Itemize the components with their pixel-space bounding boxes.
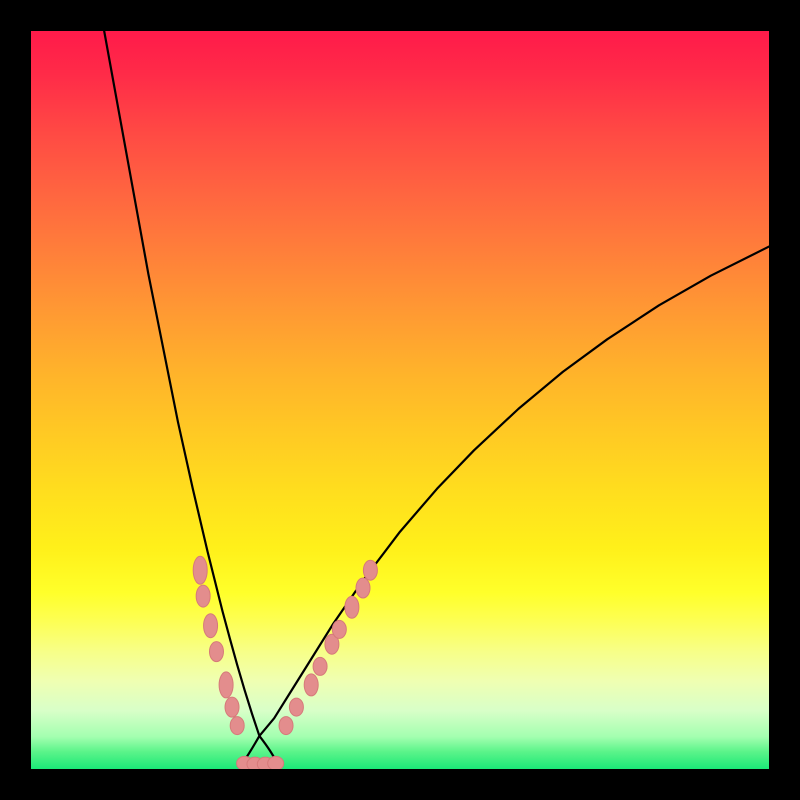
marker-right [279, 717, 293, 735]
marker-right [332, 620, 346, 638]
marker-right [304, 674, 318, 696]
marker-right [289, 698, 303, 716]
marker-left [209, 642, 223, 662]
marker-left [219, 672, 233, 698]
marker-left [193, 556, 207, 584]
chart-svg [0, 0, 800, 800]
marker-left [225, 697, 239, 717]
marker-right [363, 560, 377, 580]
marker-bottom [268, 756, 284, 770]
chart-frame: TheBottleneck.com [0, 0, 800, 800]
marker-left [196, 585, 210, 607]
marker-left [230, 717, 244, 735]
plot-background [30, 30, 770, 770]
marker-right [345, 596, 359, 618]
marker-right [356, 578, 370, 598]
marker-right [313, 657, 327, 675]
marker-left [204, 614, 218, 638]
